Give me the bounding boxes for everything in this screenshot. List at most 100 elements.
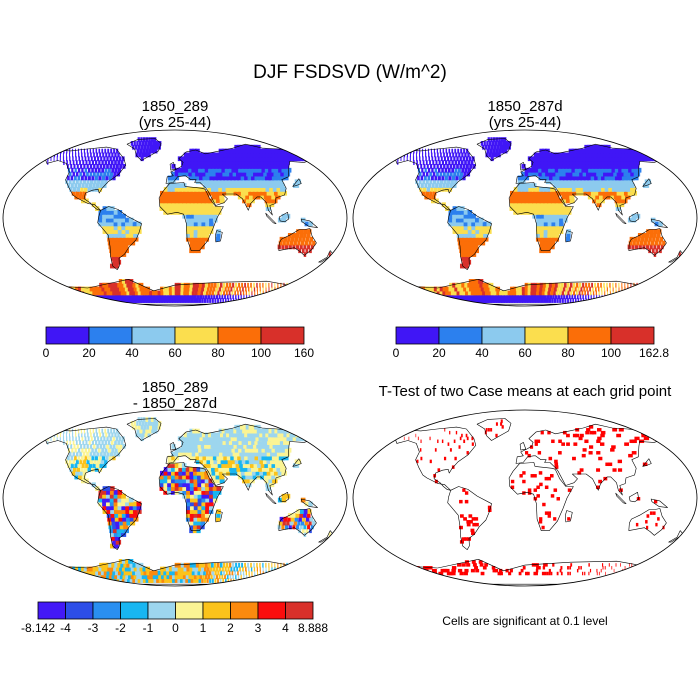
map-cell xyxy=(127,298,133,303)
map-cell xyxy=(213,282,217,288)
map-cell xyxy=(226,164,233,169)
map-cell xyxy=(291,233,296,238)
significant-cell xyxy=(596,451,601,455)
significant-cell xyxy=(518,571,522,576)
map-cell xyxy=(428,152,430,158)
map-cell xyxy=(174,451,180,457)
map-cell xyxy=(255,179,262,185)
map-cell xyxy=(94,455,98,461)
map-cell xyxy=(551,167,557,173)
map-cell xyxy=(119,164,123,169)
map-cell xyxy=(280,282,282,288)
map-cell xyxy=(192,175,197,181)
map-cell xyxy=(118,240,125,246)
significant-cell xyxy=(463,517,467,521)
map-cell xyxy=(200,190,206,196)
map-cell xyxy=(143,290,149,296)
map-cell xyxy=(197,486,203,491)
map-cell xyxy=(244,175,250,181)
significant-cell xyxy=(611,566,613,570)
map-cell xyxy=(541,290,545,296)
map-cell xyxy=(201,217,207,223)
map-cell xyxy=(69,156,71,162)
map-cell xyxy=(517,179,523,185)
map-cell xyxy=(532,294,537,300)
map-cell xyxy=(631,167,639,173)
map-cell xyxy=(550,164,556,169)
map-cell xyxy=(565,194,571,200)
map-cell xyxy=(436,179,440,185)
map-cell xyxy=(251,455,257,461)
map-cell xyxy=(224,148,230,154)
significant-cell xyxy=(480,571,485,576)
map-cell xyxy=(429,298,437,303)
map-cell xyxy=(307,229,312,234)
map-cell xyxy=(549,179,555,185)
map-cell xyxy=(204,202,210,208)
map-cell xyxy=(66,440,68,445)
map-cell xyxy=(572,190,578,196)
map-cell xyxy=(499,290,504,296)
map-cell xyxy=(145,566,151,572)
map-cell xyxy=(212,160,219,165)
map-cell xyxy=(192,286,196,292)
map-cell xyxy=(282,520,286,526)
map-cell xyxy=(215,436,221,442)
significant-cell xyxy=(551,439,555,444)
colorbar-swatch xyxy=(257,601,286,620)
map-cell xyxy=(163,570,168,576)
map-cell xyxy=(208,156,214,162)
map-cell xyxy=(191,290,195,296)
map-cell xyxy=(546,190,552,196)
map-cell xyxy=(204,198,210,204)
map-cell xyxy=(456,233,462,238)
map-cell xyxy=(113,213,119,219)
map-cell xyxy=(517,183,522,188)
map-cell xyxy=(120,160,124,165)
map-cell xyxy=(193,240,198,246)
map-cell xyxy=(445,160,448,165)
map-cell xyxy=(274,570,276,576)
panel-1-title-line1: 1850_289 xyxy=(141,98,209,115)
map-cell xyxy=(602,156,609,162)
map-cell xyxy=(258,447,265,453)
map-cell xyxy=(271,447,278,453)
map-cell xyxy=(265,202,271,208)
map-cell xyxy=(141,141,145,146)
significant-cell xyxy=(417,436,419,441)
map-cell xyxy=(114,256,121,261)
map-cell xyxy=(232,183,238,188)
map-cell xyxy=(79,578,87,583)
map-cell xyxy=(194,447,200,453)
map-cell xyxy=(244,447,251,453)
map-cell xyxy=(477,298,483,303)
map-cell xyxy=(140,578,146,583)
map-cell xyxy=(259,290,261,296)
map-cell xyxy=(241,152,248,158)
map-cell xyxy=(510,286,515,292)
map-cell xyxy=(291,578,294,583)
map-cell xyxy=(253,282,255,288)
map-cell xyxy=(261,167,268,173)
map-cell xyxy=(648,236,652,242)
significant-cell xyxy=(617,468,623,472)
map-cell xyxy=(536,225,541,231)
map-cell xyxy=(622,198,628,204)
map-cell xyxy=(112,436,116,442)
map-cell xyxy=(276,171,284,177)
significant-cell xyxy=(471,531,475,536)
map-cell xyxy=(215,566,219,572)
map-cell xyxy=(234,290,237,296)
map-cell xyxy=(453,156,456,162)
map-cell xyxy=(58,290,66,296)
map-cell xyxy=(501,144,506,150)
significant-cell xyxy=(612,468,617,472)
map-cell xyxy=(259,164,266,169)
map-cell xyxy=(649,244,653,250)
map-cell xyxy=(272,467,279,472)
map-cell xyxy=(239,171,246,177)
map-cell xyxy=(118,156,122,162)
map-cell xyxy=(212,217,218,223)
map-cell xyxy=(457,148,460,154)
map-cell xyxy=(521,183,526,188)
